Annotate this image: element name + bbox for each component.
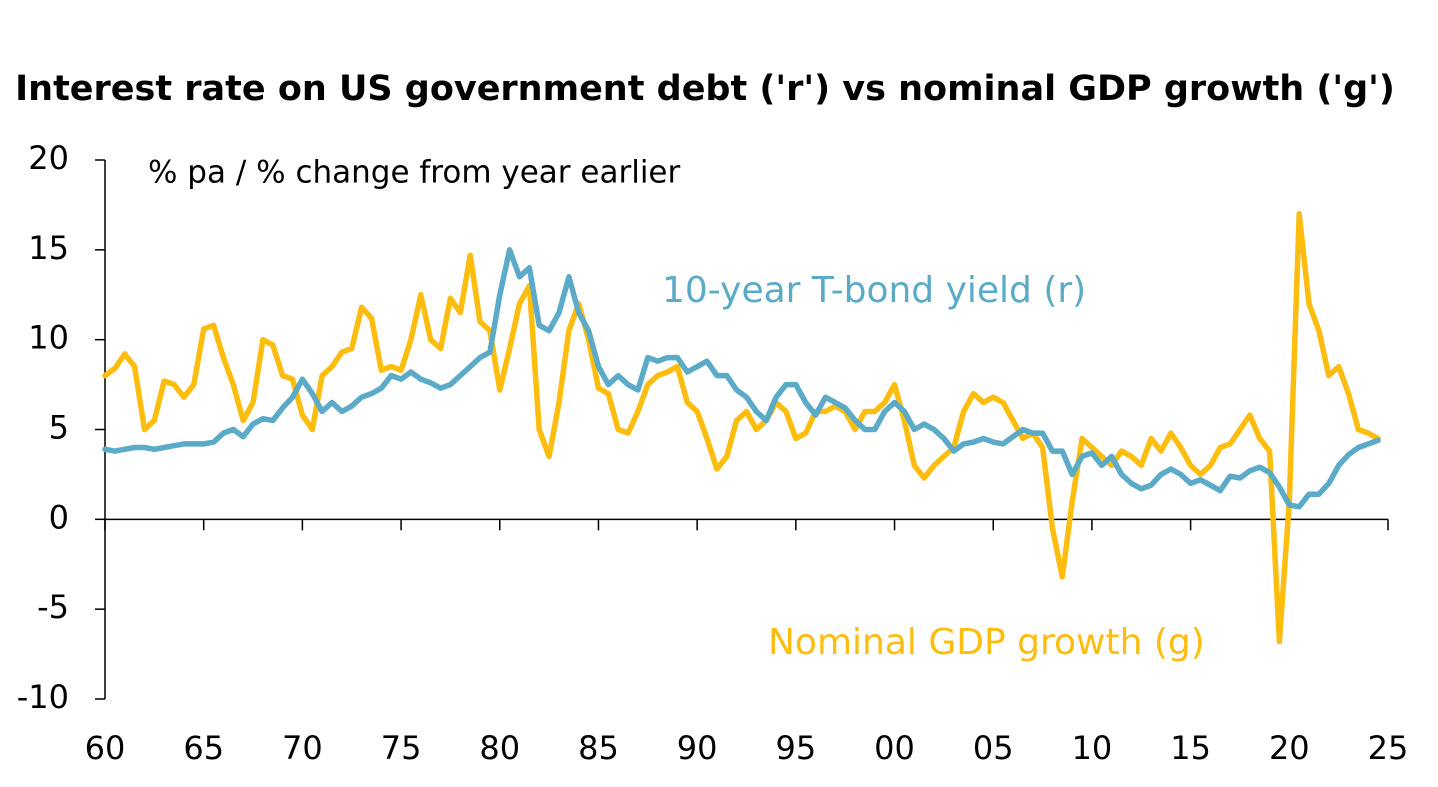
x-tick-label: 60 xyxy=(85,729,126,767)
y-tick-label: 5 xyxy=(49,409,69,447)
y-tick-label: 0 xyxy=(49,498,69,536)
y-tick-label: 15 xyxy=(28,229,69,267)
x-tick-label: 65 xyxy=(183,729,224,767)
y-tick-label: -10 xyxy=(17,678,69,716)
x-tick-label: 90 xyxy=(677,729,718,767)
y-tick-label: 20 xyxy=(28,139,69,177)
y-tick-label: -5 xyxy=(37,588,69,626)
line-series xyxy=(102,247,1381,510)
annotation: 10-year T-bond yield (r) xyxy=(662,270,1086,311)
x-tick-label: 10 xyxy=(1072,729,1113,767)
x-tick-label: 95 xyxy=(775,729,816,767)
annotation: % pa / % change from year earlier xyxy=(148,155,681,191)
x-tick-label: 75 xyxy=(381,729,422,767)
x-tick-label: 20 xyxy=(1269,729,1310,767)
x-tick-label: 85 xyxy=(578,729,619,767)
x-tick-label: 15 xyxy=(1170,729,1211,767)
annotation: Nominal GDP growth (g) xyxy=(768,622,1205,663)
x-tick-label: 70 xyxy=(282,729,323,767)
x-tick-label: 80 xyxy=(479,729,520,767)
x-tick-label: 05 xyxy=(973,729,1014,767)
x-tick-label: 00 xyxy=(874,729,915,767)
x-tick-label: 25 xyxy=(1368,729,1409,767)
chart-title: Interest rate on US government debt ('r'… xyxy=(15,69,1395,109)
y-tick-label: 10 xyxy=(28,319,69,357)
